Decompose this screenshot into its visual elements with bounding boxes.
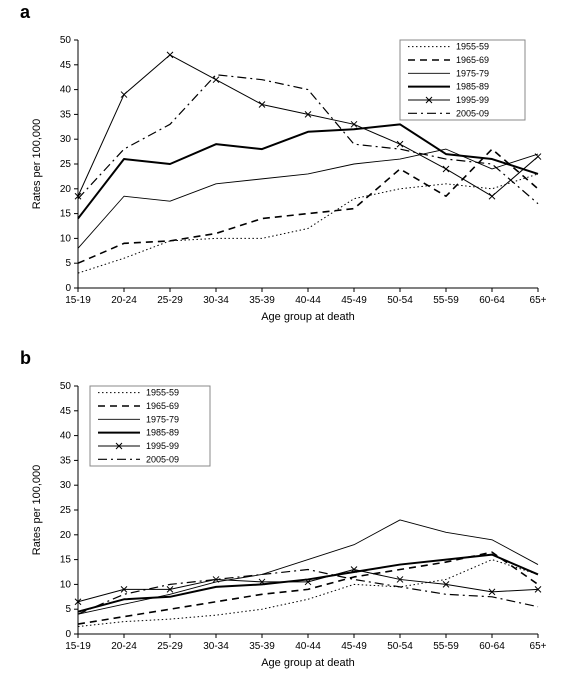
svg-text:Rates per 100,000: Rates per 100,000 [31, 465, 43, 556]
svg-text:40: 40 [60, 431, 72, 442]
svg-text:Rates per 100,000: Rates per 100,000 [31, 119, 43, 210]
svg-text:1975-79: 1975-79 [456, 68, 489, 78]
svg-text:1955-59: 1955-59 [456, 42, 489, 52]
svg-text:15: 15 [60, 555, 72, 566]
svg-text:55-59: 55-59 [433, 641, 459, 652]
svg-text:65+: 65+ [530, 641, 547, 652]
svg-text:45: 45 [60, 60, 72, 71]
svg-text:30-34: 30-34 [203, 295, 229, 306]
svg-text:50-54: 50-54 [387, 641, 413, 652]
svg-text:1965-69: 1965-69 [146, 401, 179, 411]
svg-text:50: 50 [60, 35, 72, 46]
svg-text:40-44: 40-44 [295, 295, 321, 306]
svg-text:60-64: 60-64 [479, 641, 505, 652]
svg-text:1995-99: 1995-99 [146, 441, 179, 451]
svg-text:2005-09: 2005-09 [146, 454, 179, 464]
svg-text:1955-59: 1955-59 [146, 388, 179, 398]
svg-text:35: 35 [60, 455, 72, 466]
svg-text:10: 10 [60, 579, 72, 590]
svg-text:30: 30 [60, 134, 72, 145]
svg-text:50-54: 50-54 [387, 295, 413, 306]
svg-text:25-29: 25-29 [157, 641, 183, 652]
svg-text:40: 40 [60, 85, 72, 96]
svg-text:25-29: 25-29 [157, 295, 183, 306]
svg-text:1985-89: 1985-89 [456, 82, 489, 92]
svg-text:35-39: 35-39 [249, 641, 275, 652]
svg-text:20: 20 [60, 530, 72, 541]
svg-text:0: 0 [65, 283, 71, 294]
svg-text:20: 20 [60, 184, 72, 195]
svg-text:30: 30 [60, 480, 72, 491]
svg-text:45-49: 45-49 [341, 641, 367, 652]
svg-text:25: 25 [60, 159, 72, 170]
svg-text:35: 35 [60, 109, 72, 120]
svg-text:65+: 65+ [530, 295, 547, 306]
svg-text:15-19: 15-19 [65, 641, 91, 652]
svg-text:2005-09: 2005-09 [456, 108, 489, 118]
svg-text:1965-69: 1965-69 [456, 55, 489, 65]
page: { "panels": [ { "id": "a", "label": "a",… [0, 0, 567, 691]
svg-text:0: 0 [65, 629, 71, 640]
svg-text:20-24: 20-24 [111, 295, 137, 306]
svg-text:5: 5 [65, 258, 71, 269]
svg-text:30-34: 30-34 [203, 641, 229, 652]
svg-text:Age group at death: Age group at death [261, 657, 355, 669]
svg-text:10: 10 [60, 233, 72, 244]
svg-text:20-24: 20-24 [111, 641, 137, 652]
svg-text:15: 15 [60, 209, 72, 220]
svg-text:40-44: 40-44 [295, 641, 321, 652]
svg-text:35-39: 35-39 [249, 295, 275, 306]
svg-text:Age group at death: Age group at death [261, 311, 355, 323]
svg-text:25: 25 [60, 505, 72, 516]
svg-text:1975-79: 1975-79 [146, 414, 179, 424]
chart-b: 0 5 10 15 20 25 30 35 40 45 50 15-19 20-24 25-29 30-34… [20, 364, 554, 684]
svg-text:55-59: 55-59 [433, 295, 459, 306]
svg-text:50: 50 [60, 381, 72, 392]
svg-text:45-49: 45-49 [341, 295, 367, 306]
svg-text:5: 5 [65, 604, 71, 615]
svg-text:15-19: 15-19 [65, 295, 91, 306]
svg-text:45: 45 [60, 406, 72, 417]
chart-a: 0 5 10 15 20 25 30 35 40 45 50 15-19 20-24 25-29 30-34… [20, 18, 554, 338]
svg-text:1995-99: 1995-99 [456, 95, 489, 105]
svg-text:60-64: 60-64 [479, 295, 505, 306]
svg-text:1985-89: 1985-89 [146, 428, 179, 438]
